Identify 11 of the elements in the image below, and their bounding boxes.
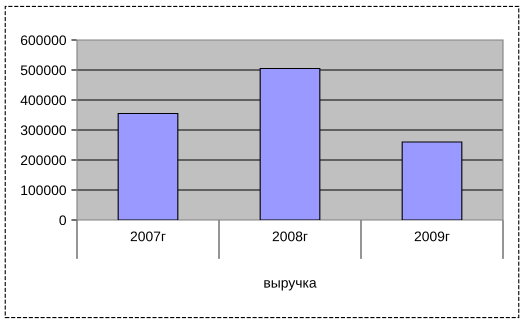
y-tick-label: 100000 [21, 185, 66, 196]
x-tick-label: 2009г [414, 231, 450, 242]
x-axis-title: выручка [264, 280, 317, 290]
y-tick-label: 600000 [20, 35, 66, 46]
x-tick-label: 2008г [272, 231, 308, 242]
y-tick-label: 0 [59, 215, 66, 226]
y-tick-label: 200000 [20, 155, 66, 166]
x-tick-label: 2007г [130, 231, 166, 242]
y-tick-label: 300000 [20, 125, 66, 136]
y-tick-label: 500000 [20, 65, 66, 76]
y-tick-label: 400000 [20, 95, 66, 106]
